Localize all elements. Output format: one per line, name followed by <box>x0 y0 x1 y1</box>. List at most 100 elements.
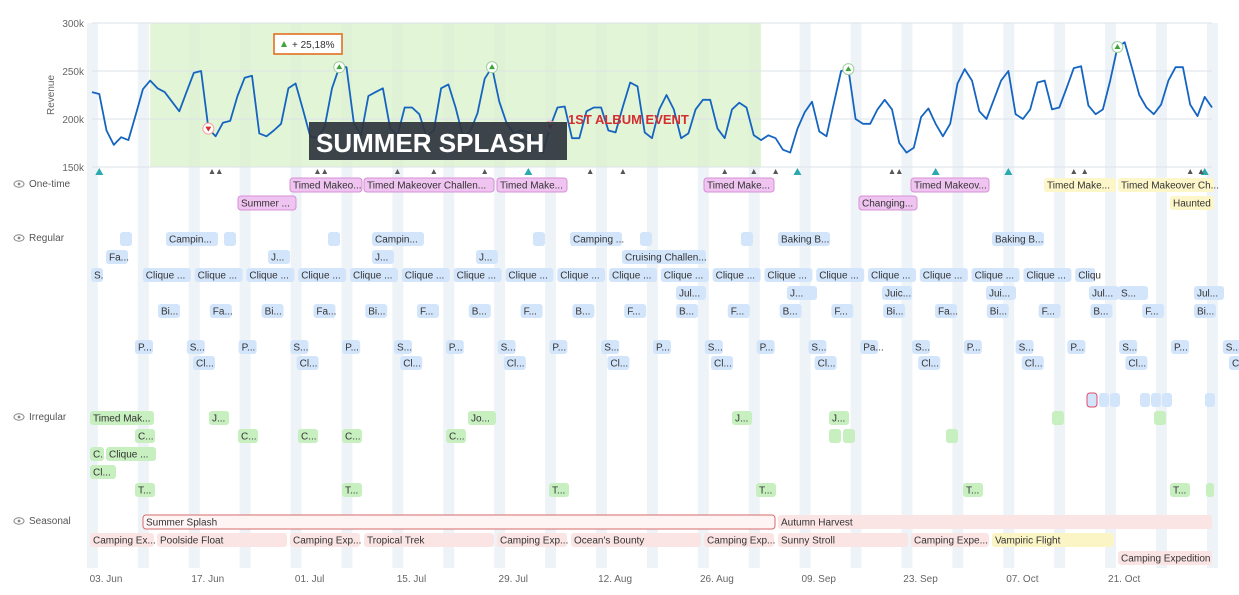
x-tick-label: 23. Sep <box>903 574 938 585</box>
regular-event: Clique ... <box>971 268 1020 282</box>
irregular-event-label: T... <box>759 486 772 497</box>
regular-event-label: Camping ... <box>573 235 624 246</box>
regular-event-bg <box>779 304 802 318</box>
week-band <box>596 23 607 568</box>
irregular-event-bg <box>829 411 849 425</box>
regular-event-bg <box>971 268 1020 282</box>
regular-event: Bi... <box>158 304 180 318</box>
regular-event-bg <box>1075 268 1096 282</box>
regular-event: Cl... <box>1229 356 1239 370</box>
irregular-event-small-bg <box>1154 411 1166 425</box>
one-time-event-bg <box>1044 178 1116 192</box>
regular-event: Cliqu <box>1075 268 1101 282</box>
irregular-event-small-bg <box>829 429 841 443</box>
regular-event: J... <box>476 250 498 264</box>
regular-event-small-bg <box>533 232 545 246</box>
irregular-event-small-bg <box>1205 393 1215 407</box>
seasonal-event-bg <box>778 533 908 547</box>
regular-event: Clique ... <box>505 268 554 282</box>
regular-event-label: S... <box>604 343 619 354</box>
row-label-one-time: One-time <box>13 179 71 190</box>
one-time-event-label: Summer ... <box>241 199 290 210</box>
regular-event-bg <box>1142 304 1165 318</box>
irregular-event: T... <box>549 483 569 497</box>
regular-event: Clique ... <box>401 268 450 282</box>
regular-event: P... <box>653 340 671 354</box>
regular-event-bg <box>209 304 232 318</box>
irregular-event: T... <box>1170 483 1190 497</box>
seasonal-event-bg <box>704 533 774 547</box>
regular-event-bg <box>372 232 424 246</box>
seasonal-event-label: Tropical Trek <box>367 536 425 547</box>
regular-event: F... <box>624 304 647 318</box>
x-tick-label: 09. Sep <box>801 574 836 585</box>
irregular-event-bg <box>549 483 569 497</box>
regular-event-bg <box>570 232 622 246</box>
regular-event-bg <box>298 268 347 282</box>
regular-event-label: F... <box>1042 307 1055 318</box>
irregular-event-bg <box>209 411 229 425</box>
regular-event-small <box>741 232 753 246</box>
regular-event-label: B... <box>679 307 694 318</box>
irregular-event-label: Clique ... <box>109 450 148 461</box>
irregular-event-label: C... <box>345 432 361 443</box>
regular-event-bg <box>831 304 854 318</box>
regular-event: Bi... <box>1194 304 1216 318</box>
regular-event: Baking B... <box>992 232 1044 246</box>
regular-event-small <box>328 232 340 246</box>
irregular-event: T... <box>342 483 362 497</box>
irregular-event-label: T... <box>138 486 151 497</box>
regular-event: S... <box>912 340 930 354</box>
regular-event-label: S... <box>190 343 205 354</box>
revenue-line <box>91 41 1213 154</box>
y-tick-labels: 150k 200k 250k 300k <box>62 19 85 174</box>
one-time-event-bg <box>496 177 568 193</box>
one-time-event: Timed Makeover Challen... <box>363 177 495 193</box>
row-label-text: Seasonal <box>29 516 71 527</box>
irregular-event-label: J... <box>735 414 748 425</box>
irregular-event: J... <box>209 411 229 425</box>
regular-event-label: Clique ... <box>923 271 962 282</box>
regular-event-label: P... <box>449 343 463 354</box>
regular-event-bg <box>296 356 319 370</box>
x-tick-label: 03. Jun <box>90 574 123 585</box>
regular-event-label: Cl... <box>921 359 939 370</box>
regular-event-bg <box>453 268 502 282</box>
regular-event: Bi... <box>986 304 1009 318</box>
regular-event-label: F... <box>627 307 640 318</box>
regular-event-bg <box>417 304 439 318</box>
regular-event-bg <box>468 304 491 318</box>
regular-event-bg <box>1015 340 1034 354</box>
irregular-event: Timed Mak... <box>90 411 154 425</box>
regular-event: P... <box>445 340 464 354</box>
week-band <box>545 23 557 568</box>
regular-event: Campin... <box>166 232 218 246</box>
regular-event-bg <box>186 340 205 354</box>
one-time-event-bg <box>289 177 363 193</box>
seasonal-event-bg <box>157 533 287 547</box>
regular-event-bg <box>1023 268 1072 282</box>
seasonal-event-label: Camping Exp... <box>293 536 361 547</box>
seasonal-event-bg <box>142 514 776 530</box>
regular-event-bg <box>607 356 630 370</box>
one-time-event-label: Timed Makeover Ch... <box>1121 181 1219 192</box>
regular-event-label: F... <box>834 307 847 318</box>
seasonal-event-bg <box>364 533 494 547</box>
regular-event: B... <box>676 304 698 318</box>
regular-event-label: Bi... <box>265 307 282 318</box>
irregular-event-label: J... <box>832 414 845 425</box>
regular-event-label: Clique ... <box>198 271 237 282</box>
regular-event-label: S... <box>1019 343 1034 354</box>
regular-event-label: Cl... <box>610 359 628 370</box>
regular-event: B... <box>468 304 491 318</box>
regular-event-small-bg <box>224 232 236 246</box>
irregular-event: Jo... <box>468 411 496 425</box>
regular-event-bg <box>712 268 761 282</box>
irregular-event-small-bg <box>1110 393 1120 407</box>
regular-event-bg <box>520 304 543 318</box>
regular-event-label: F... <box>1145 307 1158 318</box>
irregular-event-small <box>1099 393 1109 407</box>
seasonal-event: Poolside Float <box>157 533 287 547</box>
regular-event: Cl... <box>503 356 526 370</box>
regular-event: Clique ... <box>764 268 813 282</box>
